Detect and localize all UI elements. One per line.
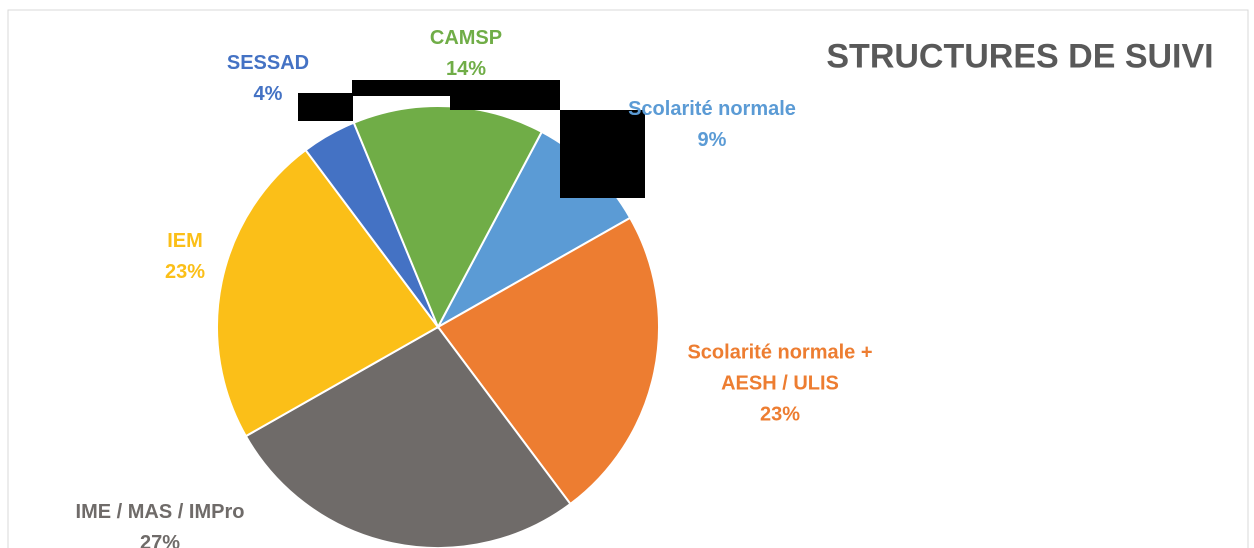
slice <box>436 216 660 506</box>
chart-title: STRUCTURES DE SUIVI <box>826 37 1214 76</box>
redaction <box>450 96 560 110</box>
value-label: 27% <box>139 532 181 548</box>
value-label: 9% <box>697 129 727 151</box>
slice <box>352 105 544 330</box>
data-label: Scolarité normale 9% <box>628 94 796 156</box>
redaction <box>560 110 645 198</box>
data-label: IME / MAS / IMPro 27% <box>76 497 245 548</box>
category-label: IEM <box>167 230 203 252</box>
data-label: SESSAD 4% <box>227 48 309 110</box>
value-label: 23% <box>759 403 801 426</box>
data-label: CAMSP 14% <box>430 23 502 85</box>
chart-border <box>7 9 1249 548</box>
data-label: IEM 23% <box>165 226 205 288</box>
category-label: Scolarité normale + AESH / ULIS <box>687 341 873 395</box>
category-label: IME / MAS / IMPro <box>75 501 245 523</box>
value-label: 23% <box>164 261 206 283</box>
data-label: Scolarité normale + AESH / ULIS 23% <box>673 338 888 431</box>
category-label: SESSAD <box>226 52 310 74</box>
redaction <box>352 80 560 96</box>
slice <box>216 148 440 438</box>
category-label: Scolarité normale <box>628 98 796 120</box>
slices <box>216 105 660 548</box>
category-label: CAMSP <box>429 27 503 49</box>
redaction <box>298 93 353 121</box>
value-label: 4% <box>253 83 283 105</box>
slice <box>244 325 572 548</box>
value-label: 14% <box>445 58 487 80</box>
